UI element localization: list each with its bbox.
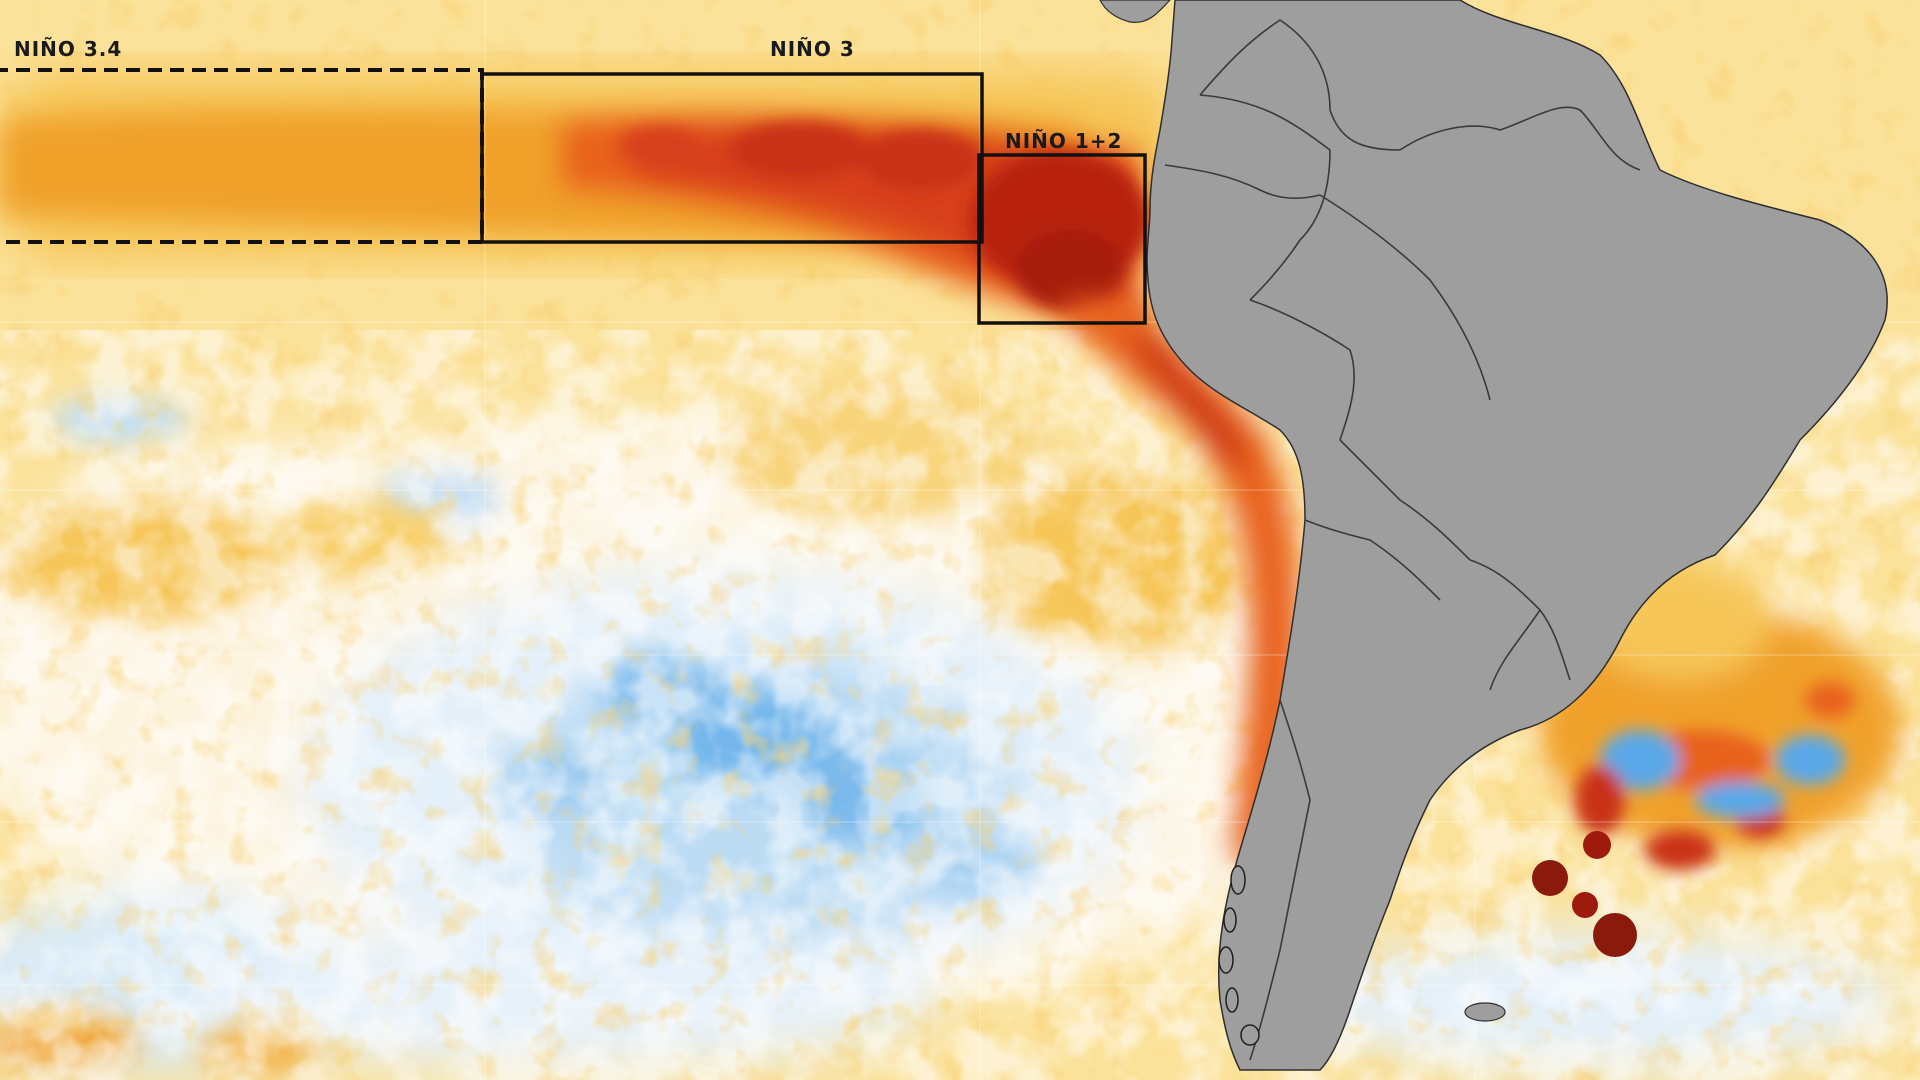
falkland-islands bbox=[1464, 1002, 1506, 1022]
chilean-coast-islands bbox=[1218, 865, 1260, 1046]
south-america-landmass bbox=[1099, 0, 1888, 1071]
south-america-continent bbox=[1146, 0, 1888, 1071]
nino-1-2-label: NIÑO 1+2 bbox=[1005, 129, 1122, 153]
nino-1-2-box bbox=[977, 153, 1147, 325]
equatorial-warm-band bbox=[0, 70, 1180, 330]
coastal-warm-strip bbox=[1060, 300, 1300, 860]
nino-3-box bbox=[480, 72, 984, 244]
central-america bbox=[1099, 0, 1171, 23]
nino-3-label: NIÑO 3 bbox=[770, 37, 855, 61]
country-borders bbox=[1164, 19, 1641, 1061]
nino-regions: NIÑO 3.4 NIÑO 3 NIÑO 1+2 bbox=[0, 37, 1147, 325]
nino-3-4-label: NIÑO 3.4 bbox=[14, 37, 122, 61]
